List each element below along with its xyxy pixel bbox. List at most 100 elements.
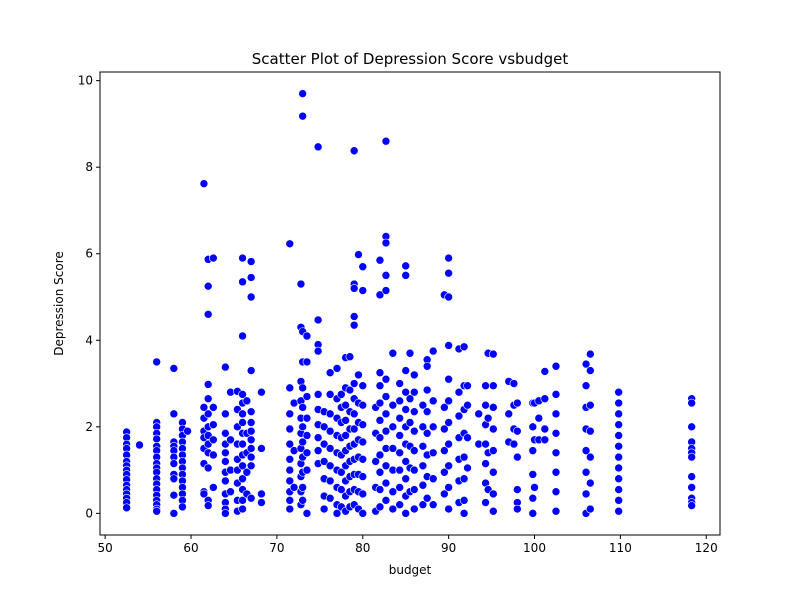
data-point	[349, 379, 359, 388]
data-point	[488, 403, 498, 412]
data-point	[302, 465, 312, 475]
data-point	[358, 381, 368, 391]
data-point	[313, 446, 323, 455]
data-point	[513, 485, 522, 494]
data-point	[388, 422, 398, 432]
data-point	[358, 437, 368, 447]
data-point	[221, 362, 230, 372]
data-point	[401, 474, 411, 484]
data-point	[349, 146, 359, 156]
data-point	[298, 89, 307, 98]
data-point	[444, 461, 453, 471]
data-point	[345, 385, 355, 395]
data-point	[375, 416, 385, 425]
data-point	[381, 136, 391, 146]
data-point	[483, 413, 493, 423]
data-point	[375, 450, 385, 460]
data-point	[586, 478, 595, 488]
data-point	[246, 461, 256, 471]
data-point	[325, 426, 335, 436]
data-point	[238, 439, 247, 449]
data-point	[409, 387, 419, 397]
data-point	[481, 439, 490, 449]
data-point	[444, 418, 453, 427]
data-point	[358, 489, 368, 499]
data-point	[540, 435, 550, 445]
data-point	[381, 426, 391, 436]
data-point	[238, 331, 247, 341]
data-point	[614, 452, 623, 462]
data-point	[401, 366, 411, 375]
data-point	[444, 374, 453, 384]
data-point	[349, 409, 359, 419]
data-point	[418, 441, 428, 451]
data-point	[395, 379, 405, 388]
data-point	[381, 496, 391, 505]
data-point	[325, 368, 335, 378]
data-point	[586, 366, 595, 375]
data-point	[349, 424, 359, 434]
data-point	[409, 504, 419, 514]
data-point	[381, 478, 391, 488]
data-point	[440, 403, 449, 412]
data-point	[209, 420, 218, 429]
data-point	[203, 281, 213, 291]
data-point	[488, 446, 498, 455]
data-point	[199, 179, 209, 188]
data-point	[581, 467, 591, 477]
data-point	[325, 409, 335, 419]
data-point	[581, 489, 591, 499]
data-point	[481, 381, 490, 391]
data-point	[354, 370, 363, 380]
data-point	[289, 483, 299, 492]
data-point	[586, 504, 595, 514]
data-point	[381, 286, 391, 295]
data-point	[285, 409, 295, 419]
data-point	[551, 487, 561, 497]
data-point	[444, 292, 453, 302]
data-point	[440, 489, 449, 499]
data-point	[381, 271, 391, 280]
data-point	[444, 341, 453, 350]
data-point	[614, 485, 623, 494]
data-point	[513, 398, 522, 408]
data-point	[401, 271, 411, 280]
data-point	[581, 446, 591, 455]
data-point	[459, 509, 469, 518]
data-point	[313, 390, 323, 399]
data-point	[285, 504, 295, 514]
data-point	[203, 380, 213, 389]
data-point	[428, 500, 438, 510]
data-point	[463, 433, 472, 442]
data-point	[463, 400, 472, 410]
data-point	[209, 483, 218, 492]
data-point	[409, 407, 419, 416]
data-point	[540, 394, 550, 404]
data-point	[428, 448, 438, 458]
data-point	[551, 409, 561, 419]
data-point	[285, 476, 295, 486]
data-point	[298, 383, 307, 393]
data-point	[418, 400, 428, 410]
data-point	[444, 253, 453, 263]
data-point	[209, 435, 218, 445]
data-point	[221, 457, 230, 466]
data-point	[152, 434, 161, 444]
data-point	[488, 349, 498, 359]
data-point	[238, 277, 247, 287]
data-point	[488, 506, 498, 516]
data-point	[332, 509, 342, 518]
data-point	[530, 483, 539, 492]
data-point	[551, 506, 561, 516]
data-point	[242, 396, 252, 406]
data-point	[349, 320, 359, 330]
data-point	[169, 490, 179, 500]
data-point	[296, 279, 306, 289]
data-point	[444, 439, 453, 449]
data-point	[203, 394, 213, 404]
chart-title: Scatter Plot of Depression Score vsbudge…	[252, 50, 569, 68]
data-point	[428, 422, 438, 432]
data-point	[388, 348, 398, 358]
data-point	[422, 385, 432, 395]
data-point	[395, 465, 405, 475]
